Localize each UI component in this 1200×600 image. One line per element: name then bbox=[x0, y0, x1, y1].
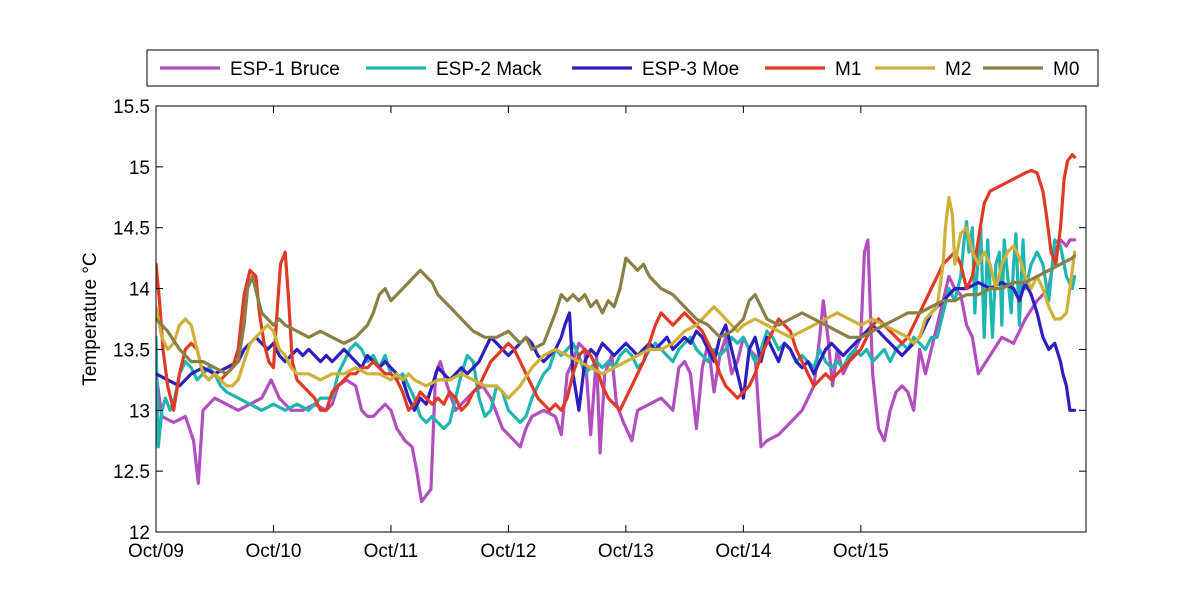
y-tick-label: 15.5 bbox=[113, 97, 150, 118]
series-line-0 bbox=[156, 238, 1077, 504]
x-tick-label: Oct/12 bbox=[480, 541, 536, 562]
y-tick-label: 13 bbox=[129, 401, 150, 422]
x-tick-label: Oct/11 bbox=[364, 541, 419, 562]
y-tick-label: 13.5 bbox=[113, 340, 150, 361]
y-tick-label: 15 bbox=[129, 158, 150, 179]
legend-items: ESP-1 Bruce ESP-2 Mack ESP-3 Moe M1 M2 M0 bbox=[160, 59, 1079, 80]
x-tick-label: Oct/09 bbox=[128, 541, 184, 562]
x-axis: Oct/09 Oct/10 Oct/11 Oct/12 Oct/13 Oct/14 Oct/… bbox=[128, 106, 889, 562]
x-tick-label: Oct/10 bbox=[245, 541, 301, 562]
series-line-4 bbox=[156, 195, 1077, 400]
y-tick-label: 12 bbox=[129, 523, 150, 544]
y-tick-label: 14.5 bbox=[113, 219, 150, 240]
y-tick-label: 14 bbox=[129, 280, 151, 301]
series-line-3 bbox=[156, 153, 1077, 412]
x-tick-label: Oct/13 bbox=[598, 541, 654, 562]
plot-frame bbox=[155, 105, 1087, 533]
legend-label-4: M2 bbox=[945, 59, 971, 80]
legend-label-3: M1 bbox=[835, 59, 861, 80]
legend-label-5: M0 bbox=[1053, 59, 1079, 80]
y-axis-title: Temperature °C bbox=[80, 252, 101, 385]
y-axis: 12 12.5 13 13.5 14 14.5 15 15.5 bbox=[113, 97, 1086, 544]
legend: ESP-1 Bruce ESP-2 Mack ESP-3 Moe M1 M2 M0 bbox=[146, 49, 1099, 87]
legend-label-0: ESP-1 Bruce bbox=[230, 59, 340, 80]
x-tick-label: Oct/15 bbox=[833, 541, 889, 562]
series-line-1 bbox=[156, 220, 1077, 449]
x-tick-label: Oct/14 bbox=[715, 541, 771, 562]
y-tick-label: 12.5 bbox=[113, 462, 150, 483]
plot-area bbox=[156, 106, 1086, 532]
legend-label-2: ESP-3 Moe bbox=[642, 59, 739, 80]
series-layer bbox=[156, 153, 1077, 504]
series-line-2 bbox=[156, 280, 1077, 412]
series-line-5 bbox=[156, 254, 1077, 376]
legend-label-1: ESP-2 Mack bbox=[436, 59, 542, 80]
